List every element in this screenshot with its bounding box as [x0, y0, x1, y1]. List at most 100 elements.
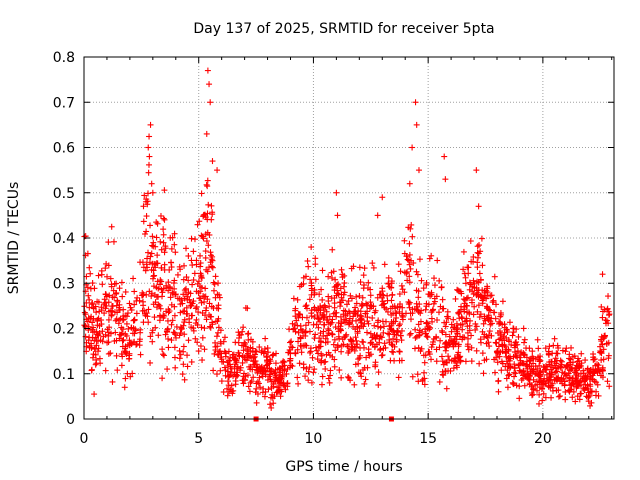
- data-point: [123, 320, 130, 327]
- data-point: [552, 355, 559, 362]
- data-point: [153, 219, 160, 226]
- data-point: [407, 316, 414, 323]
- data-point: [325, 273, 332, 280]
- data-point: [170, 329, 177, 336]
- data-point: [365, 346, 372, 353]
- data-point: [493, 340, 500, 347]
- data-point: [348, 338, 355, 345]
- data-point: [224, 392, 231, 399]
- data-point: [521, 336, 528, 343]
- data-point: [396, 357, 403, 364]
- data-point: [350, 263, 357, 270]
- data-point: [505, 372, 512, 379]
- data-point: [318, 286, 325, 293]
- data-point: [442, 347, 449, 354]
- data-point: [548, 394, 555, 401]
- data-point: [594, 381, 601, 388]
- data-point: [363, 354, 370, 361]
- data-point: [147, 333, 154, 340]
- data-point: [536, 384, 543, 391]
- data-point: [91, 391, 98, 398]
- data-point: [264, 345, 271, 352]
- data-point: [147, 359, 154, 366]
- data-point: [415, 294, 422, 301]
- data-point: [192, 305, 199, 312]
- data-point: [300, 364, 307, 371]
- data-point: [297, 322, 304, 329]
- data-point: [477, 311, 484, 318]
- data-point: [159, 351, 166, 358]
- data-point: [312, 255, 319, 262]
- data-point: [89, 280, 96, 287]
- data-point: [118, 279, 125, 286]
- data-point: [566, 351, 573, 358]
- data-point: [127, 340, 134, 347]
- data-point: [315, 324, 322, 331]
- data-point: [501, 329, 508, 336]
- data-point: [201, 325, 208, 332]
- data-point: [434, 257, 441, 264]
- data-point: [231, 355, 238, 362]
- data-point: [406, 331, 413, 338]
- data-point: [282, 386, 289, 393]
- data-point: [199, 334, 206, 341]
- data-point: [130, 339, 137, 346]
- data-point: [159, 346, 166, 353]
- data-point: [119, 353, 126, 360]
- data-point: [360, 339, 367, 346]
- data-point: [426, 326, 433, 333]
- data-point: [208, 252, 215, 259]
- data-point: [399, 310, 406, 317]
- data-point: [385, 274, 392, 281]
- data-point: [184, 310, 191, 317]
- data-point: [114, 367, 121, 374]
- data-point: [155, 332, 162, 339]
- data-point: [580, 378, 587, 385]
- data-point: [99, 338, 106, 345]
- data-point: [161, 187, 168, 194]
- data-point: [256, 374, 263, 381]
- data-point: [181, 287, 188, 294]
- data-point: [600, 356, 607, 363]
- data-point: [415, 321, 422, 328]
- data-point: [308, 379, 315, 386]
- data-point: [361, 282, 368, 289]
- data-point: [315, 343, 322, 350]
- data-point: [202, 248, 209, 255]
- data-point: [119, 337, 126, 344]
- data-point: [438, 327, 445, 334]
- data-point: [336, 367, 343, 374]
- data-point: [443, 385, 450, 392]
- data-point: [319, 296, 326, 303]
- data-point: [536, 362, 543, 369]
- data-point: [380, 323, 387, 330]
- data-point: [495, 343, 502, 350]
- data-point: [387, 326, 394, 333]
- data-point: [382, 318, 389, 325]
- data-point: [190, 327, 197, 334]
- data-point: [224, 385, 231, 392]
- data-point: [520, 325, 527, 332]
- data-point: [474, 308, 481, 315]
- data-point: [312, 261, 319, 268]
- data-point: [530, 360, 537, 367]
- data-point: [317, 318, 324, 325]
- data-point: [390, 335, 397, 342]
- data-point: [510, 325, 517, 332]
- data-point: [420, 285, 427, 292]
- data-point: [148, 293, 155, 300]
- data-point: [185, 252, 192, 259]
- data-point: [295, 329, 302, 336]
- data-point: [216, 291, 223, 298]
- data-point: [351, 381, 358, 388]
- data-point: [426, 255, 433, 262]
- data-point: [359, 294, 366, 301]
- data-point: [534, 387, 541, 394]
- data-point: [202, 307, 209, 314]
- data-point: [337, 303, 344, 310]
- data-point: [357, 319, 364, 326]
- data-point: [319, 373, 326, 380]
- data-point: [261, 346, 268, 353]
- data-point: [183, 304, 190, 311]
- data-point: [198, 284, 205, 291]
